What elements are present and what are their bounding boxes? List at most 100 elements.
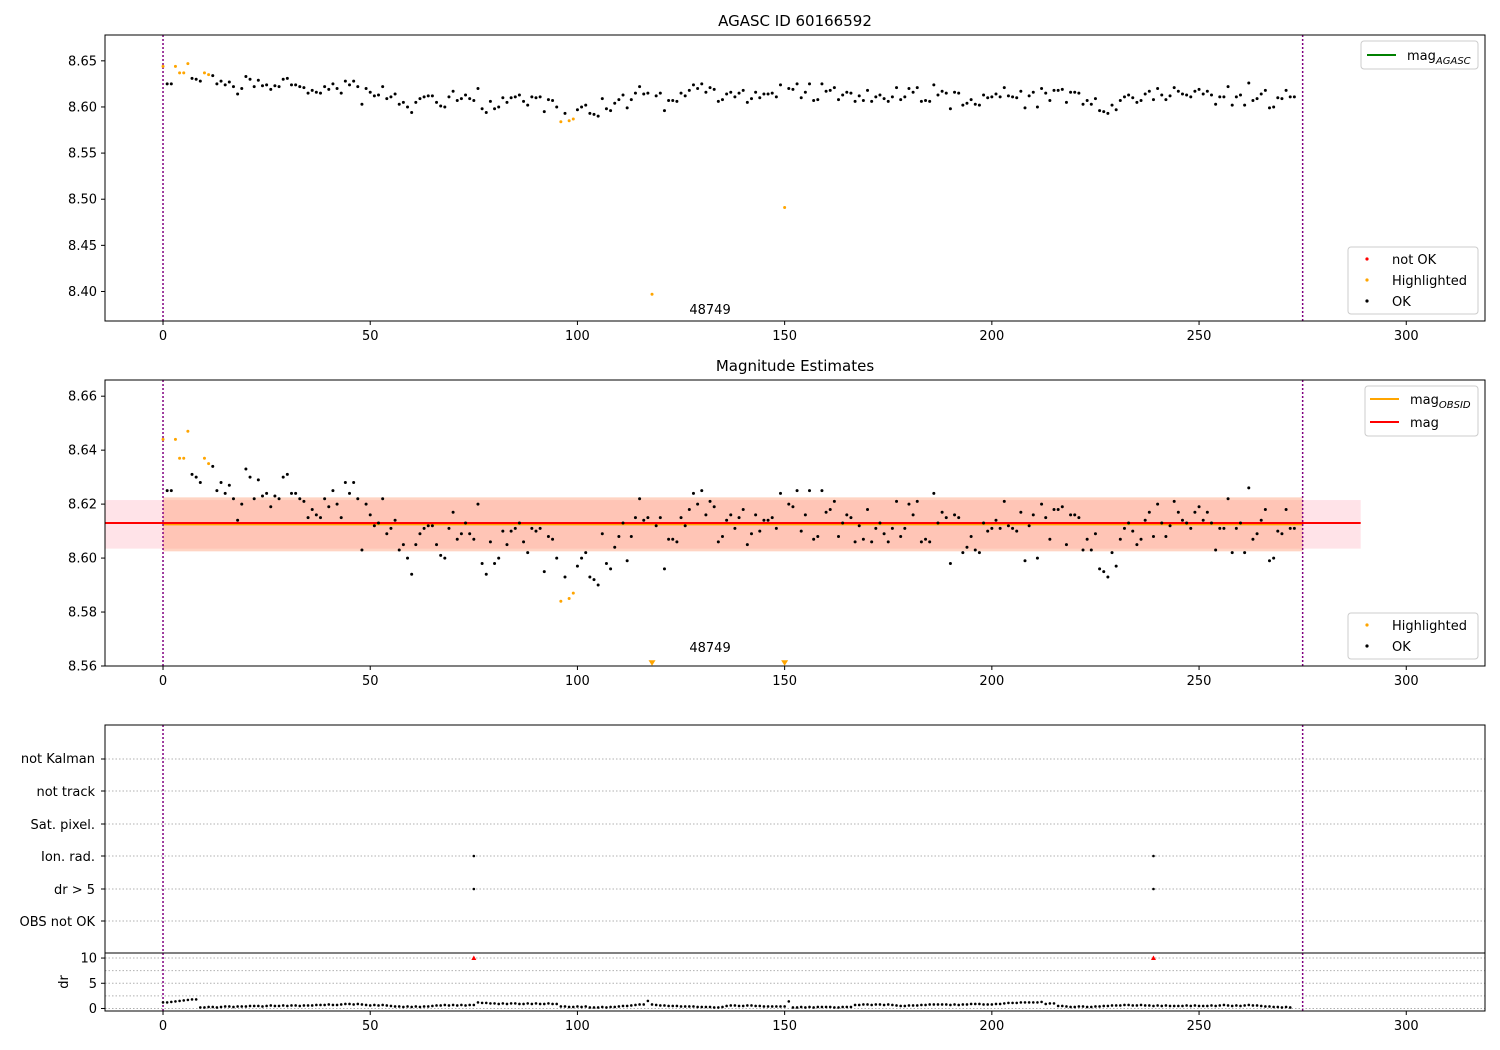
ok-point <box>1031 90 1035 94</box>
ok-point <box>1052 88 1056 92</box>
ok-point <box>795 82 799 86</box>
dr-point <box>281 1004 285 1007</box>
dr-ylabel: dr <box>57 975 72 989</box>
ok-point <box>1015 529 1019 533</box>
ok-point <box>248 77 252 81</box>
obsid-annotation: 48749 <box>689 303 730 318</box>
ok-point <box>658 91 662 95</box>
dr-plot-area: 0 50 100 150 200 250 300 0 5 10 <box>80 952 1485 1034</box>
ok-point <box>493 107 497 111</box>
ok-point <box>803 90 807 94</box>
dr-point <box>886 1003 890 1006</box>
ok-point <box>1073 90 1077 94</box>
dr-point <box>791 1006 795 1009</box>
ok-point <box>1147 89 1151 93</box>
ok-point <box>857 94 861 98</box>
dr-point <box>265 1004 268 1008</box>
ok-point <box>1205 510 1209 514</box>
ok-point <box>555 105 559 109</box>
dr-point <box>228 1005 231 1008</box>
ok-point <box>464 521 468 525</box>
ok-point <box>716 540 720 544</box>
ok-point <box>1127 521 1131 525</box>
ok-point <box>318 91 322 95</box>
dr-point <box>1131 1004 1135 1007</box>
dr-point <box>874 1003 878 1006</box>
ok-point <box>766 92 770 96</box>
x-tick-label: 0 <box>159 674 167 689</box>
ok-point <box>1197 87 1201 91</box>
ok-point <box>468 532 472 536</box>
dr-point <box>1206 1004 1209 1008</box>
panel1-legend-bottom: not OK Highlighted OK <box>1347 246 1479 315</box>
ok-point <box>1284 508 1288 512</box>
dr-point <box>1048 1002 1052 1005</box>
dr-point <box>567 1005 571 1009</box>
ok-point <box>704 90 708 94</box>
highlighted-point <box>650 292 654 296</box>
dr-point <box>1069 1005 1072 1009</box>
ok-point <box>911 90 915 94</box>
ok-point <box>385 97 389 101</box>
dr-point <box>891 1003 894 1007</box>
dr-point <box>1288 1006 1292 1009</box>
legend-frame <box>1360 40 1479 70</box>
panel1-legend-top: magAGASC <box>1360 40 1479 70</box>
dr-point <box>857 1003 861 1007</box>
dr-point <box>315 1003 318 1007</box>
ok-point <box>1106 111 1110 115</box>
ok-point <box>501 529 505 533</box>
dr-point <box>1023 1001 1027 1004</box>
ok-point <box>1085 99 1089 103</box>
ok-point <box>808 82 812 86</box>
dr-point <box>625 1004 629 1008</box>
x-tick-label: 100 <box>565 329 590 344</box>
ok-point <box>244 75 248 79</box>
dr-point <box>484 1001 488 1005</box>
panel1-title: AGASC ID 60166592 <box>718 12 872 30</box>
ok-point <box>335 502 339 506</box>
dr-point <box>1123 1003 1126 1007</box>
dr-point <box>501 1002 505 1005</box>
ok-point <box>215 489 219 493</box>
ok-point <box>377 521 381 525</box>
ok-point <box>990 95 994 99</box>
ok-point <box>1114 108 1118 112</box>
ok-point <box>973 102 977 106</box>
dr-point <box>659 1004 662 1007</box>
ok-point <box>273 494 277 498</box>
dr-point <box>505 1002 509 1006</box>
ok-point <box>592 578 596 582</box>
ok-point <box>824 510 828 514</box>
dr-point <box>895 1004 898 1007</box>
ok-point <box>812 537 816 541</box>
ok-point <box>741 88 745 92</box>
dr-point <box>468 1003 471 1007</box>
ok-point <box>401 100 405 104</box>
ok-point <box>762 92 766 96</box>
ok-point <box>563 111 567 115</box>
ok-point <box>1230 103 1234 107</box>
ok-point <box>977 103 981 107</box>
ok-point <box>737 91 741 95</box>
dr-clipped-marker <box>1150 955 1156 961</box>
dr-point <box>244 1005 248 1008</box>
ok-point <box>410 572 414 576</box>
ok-point <box>1168 524 1172 528</box>
ok-point <box>1110 103 1114 107</box>
ok-point <box>194 475 198 479</box>
ok-point <box>1251 99 1255 103</box>
ok-point <box>861 537 865 541</box>
highlighted-point <box>207 462 211 466</box>
ok-point <box>596 583 600 587</box>
ok-point <box>745 543 749 547</box>
ok-point <box>211 74 215 78</box>
ok-point <box>1276 96 1280 100</box>
dr-point <box>530 1002 534 1006</box>
dr-point <box>783 1005 786 1008</box>
ok-point <box>298 85 302 89</box>
ok-point <box>1160 521 1164 525</box>
ok-point <box>592 112 596 116</box>
ok-point <box>406 105 410 109</box>
ok-point <box>965 545 969 549</box>
